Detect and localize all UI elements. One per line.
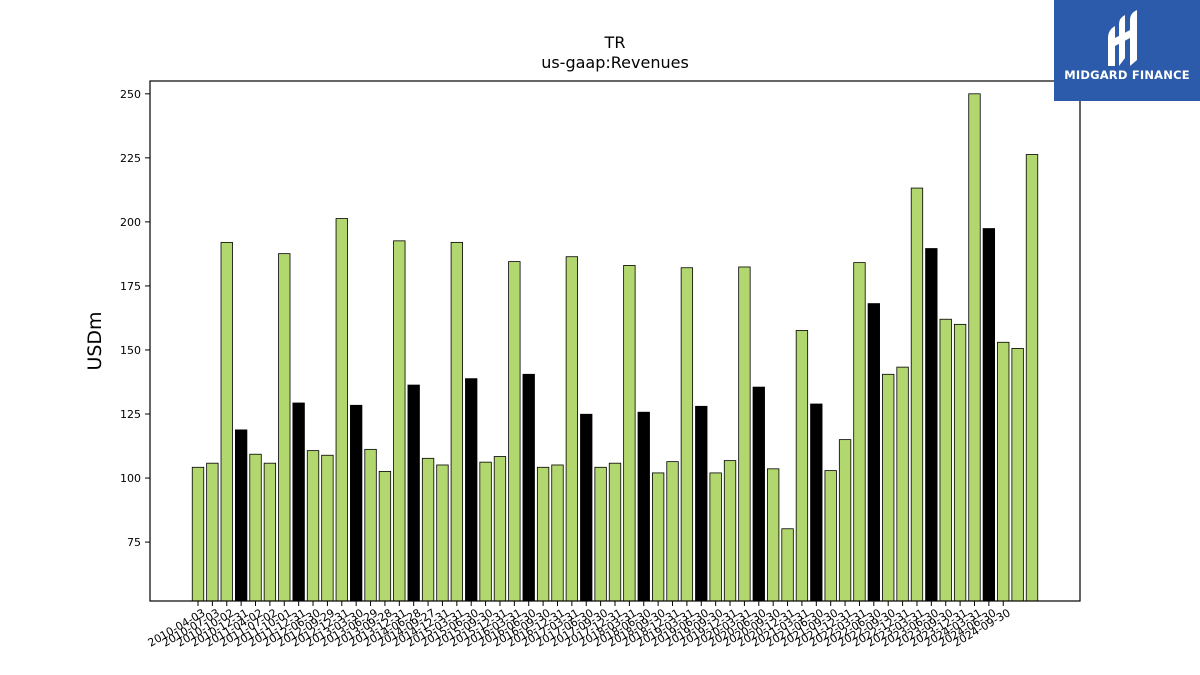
chart-subtitle: us-gaap:Revenues [541,53,689,72]
bar [249,453,262,602]
bar [1011,348,1024,602]
bar [896,366,909,602]
bar [695,405,708,602]
bar [795,330,809,602]
bar [565,256,579,602]
bar [551,464,564,602]
bar [580,413,593,602]
bar [479,461,492,602]
bar [867,303,880,602]
bar [536,466,550,602]
y-tick-label: 75 [127,536,141,549]
bar [220,241,233,602]
bar [824,470,837,602]
y-tick-label: 250 [120,88,141,101]
midgard-logo-icon [1108,10,1137,66]
bar [508,261,521,602]
bar [882,373,895,602]
bar [407,384,420,602]
bar [637,411,650,602]
bar [623,265,636,602]
bar [350,404,363,602]
bar [436,464,449,602]
bar [838,439,852,602]
bar [306,450,320,602]
brand-name: MIDGARD FINANCE [1064,68,1190,82]
bar [982,228,996,602]
bar [853,262,866,602]
y-tick-label: 125 [120,408,141,421]
plot-frame [149,80,1081,602]
chart-title: TR [604,33,626,52]
bar [465,378,478,602]
y-axis: 75 100 125 150 175 200 225 250 [120,88,150,549]
bar [680,267,694,602]
bar [810,403,823,602]
bar [234,429,248,602]
y-tick-label: 175 [120,280,141,293]
bar [321,454,334,602]
bar [421,457,435,602]
bar [953,323,967,602]
bars-group [191,93,1039,602]
brand-logo: MIDGARD FINANCE [1054,0,1200,101]
bar [608,462,622,602]
bar [278,253,291,602]
bar [1025,154,1039,602]
bar [910,187,924,602]
bar [781,528,794,602]
bar [522,373,535,602]
bar [493,456,507,602]
bar [335,218,348,602]
bar [752,386,765,602]
bar [206,462,219,602]
bar [364,448,377,602]
bar [709,472,722,602]
bar [393,240,406,602]
y-tick-label: 225 [120,152,141,165]
bar [594,466,607,602]
y-tick-label: 100 [120,472,141,485]
bar [968,93,981,602]
y-tick-label: 150 [120,344,141,357]
bar [997,341,1010,602]
bar [378,470,392,602]
bar [450,241,463,602]
bar [723,460,737,602]
bar [191,466,205,602]
bar [292,402,305,602]
bar [738,266,751,602]
x-axis: 2010-04-032010-07-032010-10-022010-12-31… [146,601,1013,650]
bar [925,248,938,602]
bar [767,468,780,602]
bar [939,318,952,602]
bar [651,472,665,602]
bar [666,461,679,602]
y-tick-label: 200 [120,216,141,229]
bar [263,462,277,602]
y-axis-label: USDm [84,311,106,370]
